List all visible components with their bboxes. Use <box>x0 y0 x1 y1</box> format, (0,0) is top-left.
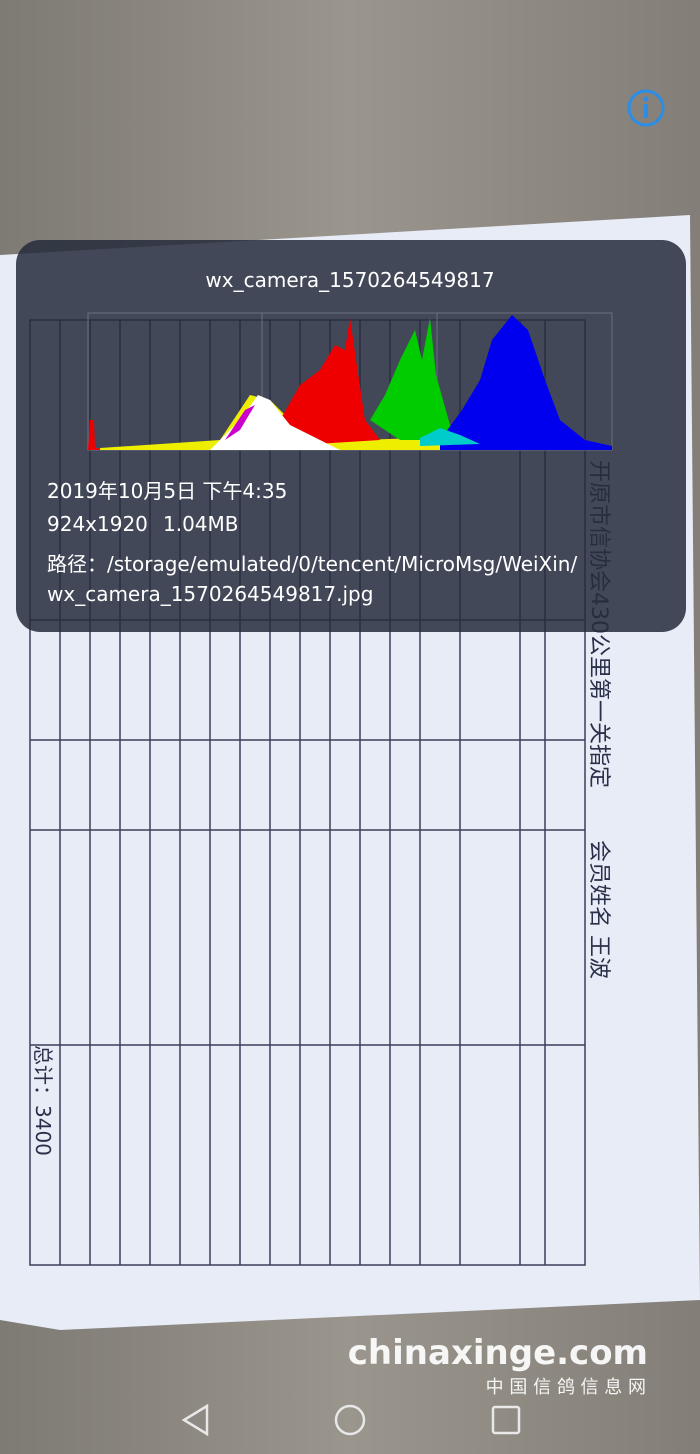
info-panel: wx_camera_1570264549817 2019年10月5日 下午4:3… <box>16 240 686 632</box>
path: wx_camera_1570264549817.jpg <box>47 582 373 606</box>
total: 总计：3400 <box>31 1045 55 1156</box>
recents-button[interactable] <box>491 1405 521 1435</box>
watermark-name: 中 国 信 鸽 信 息 网 <box>486 1377 646 1398</box>
file-size: 1.04MB <box>163 512 239 536</box>
file-name: wx_camera_1570264549817 <box>205 268 494 292</box>
histogram <box>87 312 613 451</box>
date-time: 2019年10月5日 下午4:35 <box>47 479 287 503</box>
member-name: 会员姓名 王波 <box>586 840 611 979</box>
path: 路径：/storage/emulated/0/tencent/MicroMsg/… <box>47 552 577 576</box>
resolution: 924x1920 <box>47 512 148 536</box>
nav-bar <box>181 1403 521 1437</box>
watermark-site: chinaxinge.com <box>348 1333 648 1373</box>
info-button[interactable] <box>627 89 665 127</box>
back-button[interactable] <box>181 1403 209 1437</box>
home-button[interactable] <box>334 1404 366 1436</box>
